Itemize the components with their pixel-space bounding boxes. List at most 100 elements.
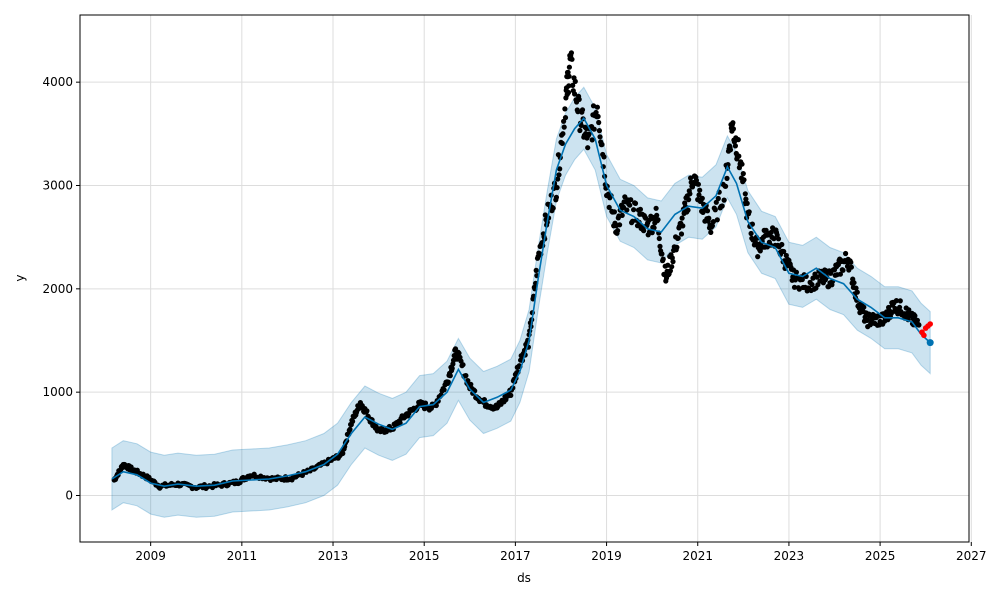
observed-point — [615, 228, 621, 234]
grid — [80, 15, 972, 542]
observed-point — [599, 141, 605, 148]
observed-point — [624, 207, 630, 213]
x-tick-label: 2009 — [135, 549, 166, 563]
observed-point — [848, 259, 854, 265]
observed-point — [695, 181, 702, 187]
observed-point — [596, 128, 603, 134]
observed-point — [715, 195, 721, 202]
observed-point — [619, 212, 625, 218]
observed-point — [741, 177, 747, 183]
recent-points-layer — [919, 321, 933, 339]
observed-point — [579, 107, 586, 113]
observed-point — [744, 200, 750, 206]
observed-point — [746, 209, 752, 215]
observed-point — [585, 145, 591, 151]
x-axis-label: ds — [517, 571, 531, 585]
observed-point — [757, 248, 763, 254]
observed-point — [397, 420, 403, 426]
uncertainty-band-layer — [111, 86, 931, 518]
observed-point — [840, 267, 846, 273]
y-axis-label: y — [13, 274, 27, 281]
observed-point — [649, 230, 655, 236]
observed-point — [463, 373, 469, 379]
observed-point — [627, 202, 633, 208]
observed-point — [740, 171, 746, 177]
y-tick-label: 3000 — [42, 179, 73, 193]
observed-point — [793, 269, 800, 275]
x-tick-label: 2017 — [500, 549, 531, 563]
forecast-line — [111, 116, 931, 488]
y-tick-label: 4000 — [42, 75, 73, 89]
observed-point — [347, 426, 353, 432]
observed-point — [686, 197, 692, 203]
y-tick-label: 2000 — [42, 282, 73, 296]
observed-point — [799, 276, 805, 283]
observed-point — [659, 251, 665, 257]
observed-point — [508, 392, 514, 398]
observed-point — [725, 162, 731, 168]
x-tick-label: 2027 — [956, 549, 987, 563]
observed-point — [559, 140, 565, 146]
observed-point — [364, 408, 370, 414]
observed-point — [796, 286, 802, 292]
forecast-end-marker — [926, 339, 934, 347]
observed-point — [781, 248, 787, 255]
observed-point — [709, 223, 716, 229]
observed-point — [560, 131, 566, 137]
observed-point — [680, 223, 686, 229]
y-tick-label: 0 — [65, 489, 73, 503]
observed-point — [422, 400, 429, 406]
observed-point — [916, 322, 922, 328]
observed-point — [667, 268, 674, 274]
observed-point — [685, 207, 691, 213]
observed-point — [914, 317, 921, 323]
x-tick-label: 2013 — [318, 549, 349, 563]
observed-point — [628, 197, 634, 203]
observed-point — [688, 175, 694, 181]
observed-point — [697, 187, 703, 193]
observed-point — [566, 73, 572, 79]
observed-point — [837, 271, 844, 277]
observed-point — [568, 50, 575, 56]
observed-point — [566, 83, 572, 89]
observed-point — [853, 285, 859, 291]
observed-point — [447, 373, 453, 379]
observed-point — [861, 304, 867, 310]
observed-point — [706, 215, 712, 221]
observed-point — [553, 194, 560, 200]
observed-point — [704, 208, 711, 214]
observed-point — [742, 191, 748, 197]
observed-point — [669, 264, 675, 270]
observed-point — [460, 362, 466, 368]
x-tick-label: 2019 — [591, 549, 622, 563]
observed-point — [730, 126, 737, 132]
observed-point — [656, 235, 662, 242]
observed-point — [779, 241, 785, 248]
observed-point — [340, 450, 346, 456]
observed-point — [441, 387, 447, 393]
observed-point — [565, 69, 571, 75]
observed-point — [791, 284, 798, 290]
observed-point — [445, 379, 451, 385]
observed-point — [897, 298, 903, 304]
observed-point — [575, 109, 581, 115]
observed-point — [595, 113, 601, 120]
observed-point — [631, 207, 637, 213]
observed-point — [679, 215, 685, 221]
y-tick-label: 1000 — [42, 385, 73, 399]
observed-point — [675, 235, 681, 241]
observed-point — [771, 236, 777, 242]
observed-point — [730, 120, 736, 126]
observed-point — [576, 96, 582, 102]
observed-point — [591, 126, 597, 132]
observed-point — [597, 134, 603, 140]
observed-point — [748, 230, 754, 237]
observed-point — [617, 222, 623, 228]
observed-point — [848, 264, 855, 270]
observed-point — [594, 104, 601, 110]
uncertainty-band — [111, 86, 931, 518]
observed-point — [554, 185, 560, 191]
observed-point — [533, 267, 539, 273]
observed-point — [565, 89, 572, 96]
observed-point — [350, 418, 356, 424]
